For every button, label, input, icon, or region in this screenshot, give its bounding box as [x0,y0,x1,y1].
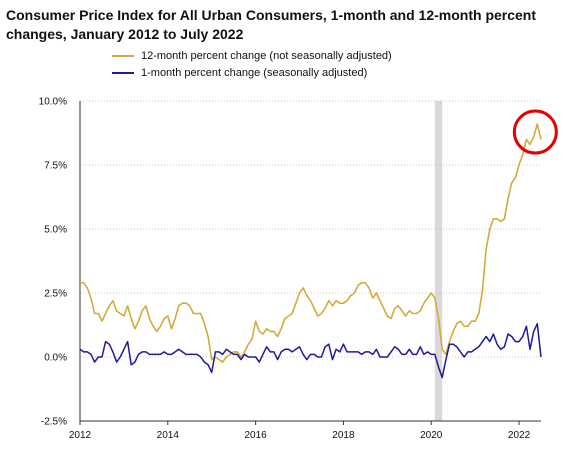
series-line-12-month [80,123,542,363]
y-tick-label: 5.0% [44,225,67,236]
plot-area [80,101,541,421]
x-tick-label: 2020 [420,430,443,441]
legend-label-12-month: 12-month percent change (not seasonally … [141,49,392,62]
axes: -2.5% 0.0% 2.5% 5.0% 7.5% 10.0% 2012 2014 2016 20… [39,97,541,441]
legend-item-1-month: 1-month percent change (seasonally adjus… [112,64,392,81]
y-tick-label: 10.0% [39,97,67,108]
y-tick-label: 0.0% [44,353,67,364]
gridlines [80,100,541,422]
annotations [512,109,558,155]
legend-item-12-month: 12-month percent change (not seasonally … [112,47,392,64]
x-tick-label: 2016 [244,430,267,441]
y-tick-label: -2.5% [41,417,67,428]
y-tick-label: 7.5% [44,161,67,172]
legend-label-1-month: 1-month percent change (seasonally adjus… [141,66,368,79]
highlight-circle [512,109,558,155]
chart-legend: 12-month percent change (not seasonally … [112,47,392,81]
recession-shading [434,101,443,421]
x-tick-label: 2022 [508,430,531,441]
series-lines [79,123,542,379]
legend-swatch-12-month [112,54,134,57]
x-tick-label: 2012 [69,430,92,441]
series-line-1-month [79,322,542,379]
recession-layer [434,101,443,421]
chart-title: Consumer Price Index for All Urban Consu… [6,7,537,42]
x-tick-label: 2014 [157,430,180,441]
legend-swatch-1-month [112,71,134,74]
y-tick-label: 2.5% [44,289,67,300]
x-tick-label: 2018 [332,430,355,441]
